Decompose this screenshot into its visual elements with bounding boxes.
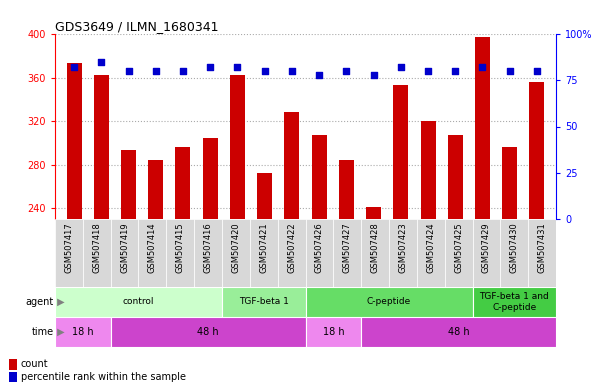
- Text: GSM507425: GSM507425: [454, 222, 463, 273]
- Bar: [284, 113, 299, 384]
- Bar: [250, 219, 277, 287]
- Bar: [420, 121, 436, 384]
- Text: control: control: [123, 298, 154, 306]
- Bar: [361, 317, 556, 347]
- Text: GSM507428: GSM507428: [371, 222, 379, 273]
- Bar: [230, 75, 245, 384]
- Point: [260, 68, 269, 74]
- Bar: [148, 160, 163, 384]
- Bar: [166, 219, 194, 287]
- Bar: [472, 287, 556, 317]
- Text: ▶: ▶: [54, 297, 65, 307]
- Bar: [55, 287, 222, 317]
- Text: GSM507420: GSM507420: [232, 222, 240, 273]
- Bar: [222, 219, 250, 287]
- Text: TGF-beta 1: TGF-beta 1: [239, 298, 288, 306]
- Point: [368, 72, 378, 78]
- Point: [233, 64, 243, 70]
- Text: agent: agent: [26, 297, 54, 307]
- Point: [97, 59, 106, 65]
- Bar: [389, 219, 417, 287]
- Text: GSM507417: GSM507417: [64, 222, 73, 273]
- Bar: [175, 147, 191, 384]
- Bar: [306, 219, 334, 287]
- Bar: [139, 219, 166, 287]
- Text: GSM507424: GSM507424: [426, 222, 435, 273]
- Text: GSM507416: GSM507416: [203, 222, 213, 273]
- Bar: [121, 151, 136, 384]
- Point: [123, 68, 133, 74]
- Point: [314, 72, 324, 78]
- Bar: [111, 219, 139, 287]
- Text: GSM507415: GSM507415: [176, 222, 185, 273]
- Point: [423, 68, 433, 74]
- Bar: [475, 37, 490, 384]
- Text: percentile rank within the sample: percentile rank within the sample: [21, 372, 186, 382]
- Point: [342, 68, 351, 74]
- Bar: [83, 219, 111, 287]
- Text: GSM507414: GSM507414: [148, 222, 157, 273]
- Bar: [257, 173, 272, 384]
- Bar: [361, 219, 389, 287]
- Text: GSM507419: GSM507419: [120, 222, 129, 273]
- Bar: [393, 85, 408, 384]
- Text: 48 h: 48 h: [448, 327, 469, 337]
- Point: [450, 68, 460, 74]
- Point: [396, 64, 406, 70]
- Text: C-peptide: C-peptide: [367, 298, 411, 306]
- Bar: [366, 207, 381, 384]
- Text: GSM507429: GSM507429: [482, 222, 491, 273]
- Text: ▶: ▶: [54, 327, 65, 337]
- Text: TGF-beta 1 and
C-peptide: TGF-beta 1 and C-peptide: [480, 292, 549, 312]
- Text: GSM507422: GSM507422: [287, 222, 296, 273]
- Bar: [528, 219, 556, 287]
- Bar: [306, 287, 472, 317]
- Bar: [203, 139, 218, 384]
- Bar: [312, 135, 327, 384]
- Bar: [55, 219, 83, 287]
- Text: GSM507418: GSM507418: [92, 222, 101, 273]
- Point: [178, 68, 188, 74]
- Bar: [448, 135, 463, 384]
- Text: GSM507426: GSM507426: [315, 222, 324, 273]
- Point: [69, 64, 79, 70]
- Point: [505, 68, 514, 74]
- Bar: [417, 219, 445, 287]
- Bar: [194, 219, 222, 287]
- Bar: [530, 82, 544, 384]
- Point: [478, 64, 488, 70]
- Text: GSM507423: GSM507423: [398, 222, 408, 273]
- Bar: [222, 287, 306, 317]
- Bar: [9, 359, 17, 370]
- Bar: [334, 219, 361, 287]
- Bar: [472, 219, 500, 287]
- Bar: [500, 219, 528, 287]
- Point: [532, 68, 542, 74]
- Bar: [445, 219, 472, 287]
- Text: GSM507430: GSM507430: [510, 222, 519, 273]
- Text: GSM507427: GSM507427: [343, 222, 352, 273]
- Bar: [502, 147, 517, 384]
- Point: [205, 64, 215, 70]
- Bar: [339, 160, 354, 384]
- Bar: [55, 317, 111, 347]
- Text: GDS3649 / ILMN_1680341: GDS3649 / ILMN_1680341: [55, 20, 219, 33]
- Text: 18 h: 18 h: [323, 327, 344, 337]
- Bar: [306, 317, 361, 347]
- Text: GSM507421: GSM507421: [259, 222, 268, 273]
- Point: [151, 68, 161, 74]
- Text: 48 h: 48 h: [197, 327, 219, 337]
- Text: count: count: [21, 359, 48, 369]
- Bar: [67, 63, 81, 384]
- Text: time: time: [32, 327, 54, 337]
- Bar: [277, 219, 306, 287]
- Point: [287, 68, 297, 74]
- Bar: [94, 75, 109, 384]
- Bar: [111, 317, 306, 347]
- Text: GSM507431: GSM507431: [538, 222, 547, 273]
- Text: 18 h: 18 h: [72, 327, 93, 337]
- Bar: [9, 371, 17, 382]
